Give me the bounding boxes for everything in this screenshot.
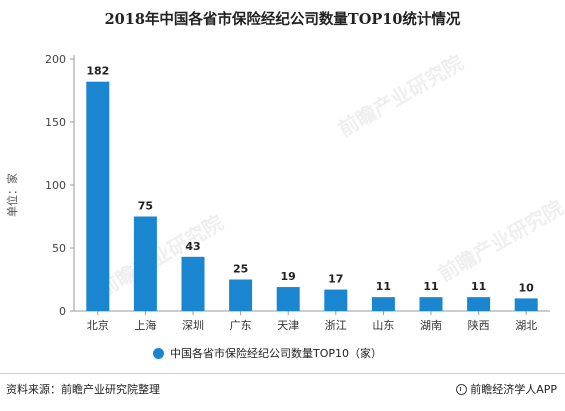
y-tick-label: 150 (45, 116, 66, 129)
y-tick-label: 0 (59, 305, 66, 318)
y-tick-label: 200 (45, 53, 66, 66)
bar-value-label: 43 (185, 240, 200, 253)
brand: 前瞻经济学人APP (456, 381, 557, 397)
bar-value-label: 11 (471, 280, 486, 293)
x-tick-label: 山东 (372, 319, 394, 332)
footer-divider (0, 373, 565, 374)
bar (133, 216, 157, 311)
bar (467, 297, 491, 311)
x-tick-label: 深圳 (182, 319, 204, 332)
x-tick-label: 天津 (277, 319, 299, 332)
bar (419, 297, 443, 311)
y-tick-label: 50 (52, 242, 66, 255)
chart-title: 2018年中国各省市保险经纪公司数量TOP10统计情况 (104, 11, 461, 28)
brand-label: 前瞻经济学人APP (470, 383, 557, 396)
bar-value-label: 17 (328, 273, 343, 286)
brand-logo-icon (456, 383, 468, 395)
x-tick-label: 广东 (230, 319, 252, 332)
x-tick-label: 陕西 (468, 318, 490, 332)
bar (229, 279, 253, 311)
bar-value-label: 10 (519, 281, 535, 294)
legend-label: 中国各省市保险经纪公司数量TOP10（家） (170, 347, 383, 360)
bar-value-label: 11 (423, 280, 438, 293)
bar (371, 297, 395, 311)
x-tick-label: 北京 (87, 318, 109, 332)
bar (276, 287, 300, 311)
bar-value-label: 19 (281, 270, 296, 283)
x-tick-label: 湖北 (515, 319, 537, 332)
bar (324, 289, 348, 311)
x-tick-label: 上海 (134, 318, 156, 332)
x-tick-label: 浙江 (325, 319, 347, 332)
x-tick-label: 湖南 (420, 319, 442, 332)
source-note: 资料来源：前瞻产业研究院整理 (6, 383, 160, 396)
legend: 中国各省市保险经纪公司数量TOP10（家） (153, 345, 382, 361)
y-tick-label: 100 (45, 179, 66, 192)
bar-value-label: 11 (376, 280, 391, 293)
bar (514, 298, 538, 311)
bar-value-label: 25 (233, 263, 248, 276)
bar (181, 256, 205, 311)
bar (86, 81, 110, 312)
bar-value-label: 75 (138, 200, 153, 213)
bar-value-label: 182 (86, 65, 109, 78)
legend-swatch (153, 347, 164, 359)
